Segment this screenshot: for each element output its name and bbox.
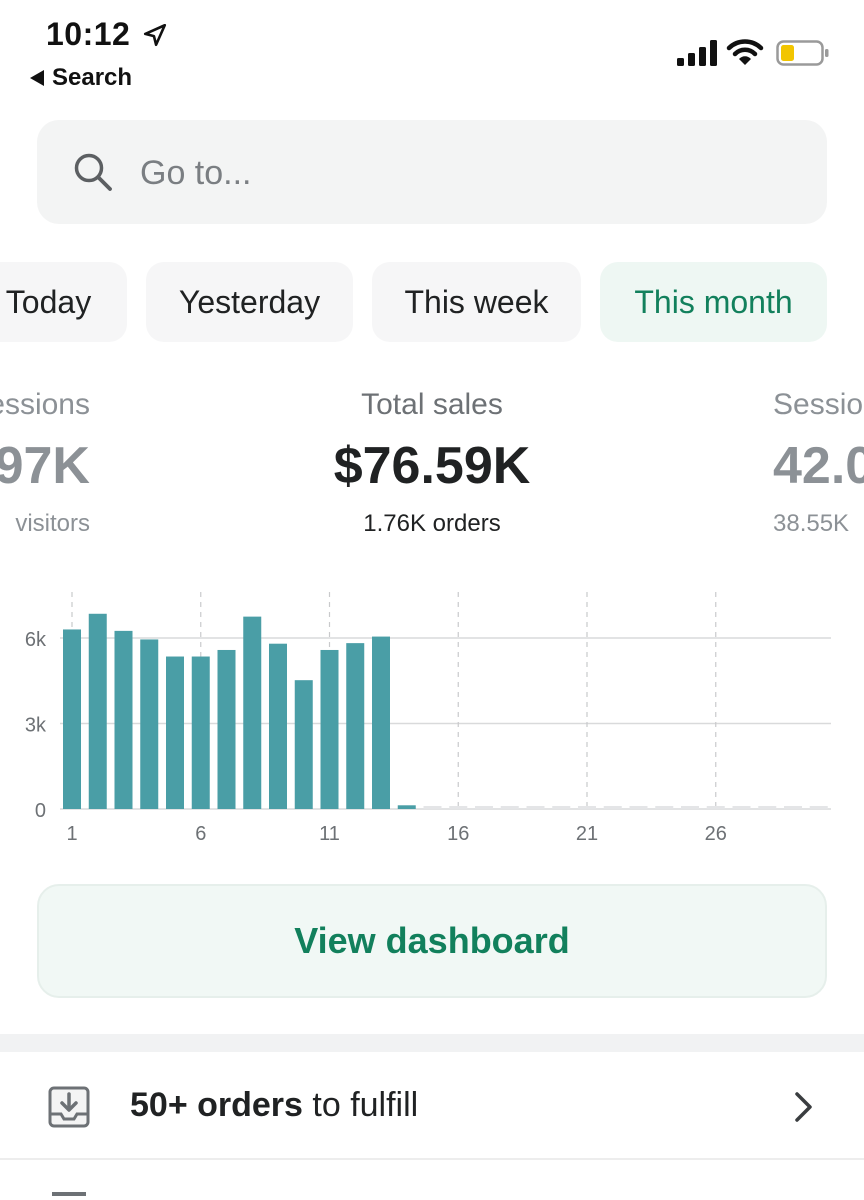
chart-bar bbox=[294, 680, 313, 809]
chart-bar bbox=[166, 656, 184, 809]
x-tick-label: 21 bbox=[576, 823, 598, 845]
search-input[interactable] bbox=[140, 150, 740, 196]
battery-low-icon bbox=[776, 40, 829, 66]
chart-bar-empty bbox=[681, 806, 699, 809]
task-suffix: to fulfill bbox=[302, 1086, 419, 1124]
metric-label: Sessions bbox=[773, 388, 864, 421]
metric-subtext: 38.55K bbox=[773, 510, 850, 537]
y-tick-label: 0 bbox=[35, 800, 46, 822]
chart-bar bbox=[320, 649, 339, 809]
chart-bar-empty bbox=[449, 806, 468, 809]
section-divider bbox=[0, 1034, 864, 1052]
cellular-signal-icon bbox=[677, 40, 717, 66]
chart-bar bbox=[217, 649, 236, 809]
task-row-orders-to-fulfill[interactable] bbox=[0, 1052, 864, 1160]
chart-bar-empty bbox=[526, 806, 545, 809]
tab-yesterday[interactable]: Yesterday bbox=[146, 262, 353, 342]
chart-bar-empty bbox=[423, 806, 442, 809]
chart-bar bbox=[63, 629, 81, 809]
back-app-label: Search bbox=[52, 64, 133, 91]
back-to-app-button[interactable]: Search bbox=[30, 64, 132, 92]
chart-bar bbox=[140, 639, 159, 809]
tab-this-month[interactable]: This month bbox=[600, 262, 827, 342]
tab-this-week[interactable]: This week bbox=[372, 262, 581, 342]
chart-bar bbox=[397, 805, 416, 809]
chart-bar bbox=[372, 636, 390, 809]
view-dashboard-button[interactable]: View dashboard bbox=[37, 884, 827, 998]
tab-today[interactable]: Today bbox=[0, 262, 127, 342]
next-task-icon bbox=[52, 1192, 86, 1196]
metric-subtext: 1.76K orders bbox=[363, 510, 501, 537]
x-tick-label: 1 bbox=[66, 823, 77, 845]
chart-bar-empty bbox=[809, 806, 828, 809]
chart-bar-empty bbox=[578, 806, 596, 809]
chart-bar-empty bbox=[475, 806, 493, 809]
status-bar: 10:12 Search bbox=[0, 0, 864, 110]
metric-value: 42.0 bbox=[773, 437, 864, 495]
metric-label: Total sales bbox=[361, 388, 503, 421]
chart-bar bbox=[269, 643, 287, 809]
chart-bar bbox=[191, 656, 210, 809]
download-tray-icon bbox=[48, 1086, 90, 1128]
chart-bar-empty bbox=[784, 806, 802, 809]
metric-subtext: visitors bbox=[15, 510, 90, 537]
x-tick-label: 16 bbox=[447, 823, 469, 845]
location-arrow-icon bbox=[143, 23, 167, 47]
chart-bar-empty bbox=[552, 806, 571, 809]
task-label: 50+ orders to fulfill bbox=[130, 1086, 418, 1125]
chart-bar-empty bbox=[500, 806, 519, 809]
metric-label: Sessions bbox=[0, 388, 90, 421]
x-tick-label: 11 bbox=[319, 823, 340, 845]
chart-bar bbox=[88, 613, 107, 809]
y-tick-label: 6k bbox=[25, 629, 47, 651]
x-tick-label: 26 bbox=[705, 823, 727, 845]
metric-value: $76.59K bbox=[333, 437, 531, 495]
chart-bar bbox=[243, 616, 262, 809]
chart-bar-empty bbox=[629, 806, 648, 809]
metric-card-total-sales[interactable]: Total sales $76.59K 1.76K orders bbox=[242, 384, 622, 542]
metric-value: 97K bbox=[0, 437, 90, 495]
x-tick-label: 6 bbox=[195, 823, 206, 845]
metric-card-sessions-right[interactable]: Sessions 42.0 38.55K bbox=[773, 384, 864, 542]
chart-bar-empty bbox=[706, 806, 725, 809]
back-triangle-icon bbox=[30, 70, 44, 86]
chart-bar bbox=[114, 630, 133, 809]
chart-bar bbox=[346, 643, 365, 809]
task-count: 50+ orders bbox=[130, 1086, 303, 1124]
chart-bar-empty bbox=[758, 806, 777, 809]
chevron-right-icon bbox=[795, 1092, 812, 1122]
y-tick-label: 3k bbox=[25, 715, 47, 737]
clock-time: 10:12 bbox=[46, 16, 131, 52]
search-icon bbox=[74, 153, 112, 191]
metric-card-sessions-left[interactable]: Sessions 97K visitors bbox=[0, 384, 90, 542]
wifi-icon bbox=[726, 39, 764, 65]
chart-bar-empty bbox=[655, 806, 674, 809]
chart-bar-empty bbox=[732, 806, 751, 809]
chart-bar-empty bbox=[603, 806, 622, 809]
